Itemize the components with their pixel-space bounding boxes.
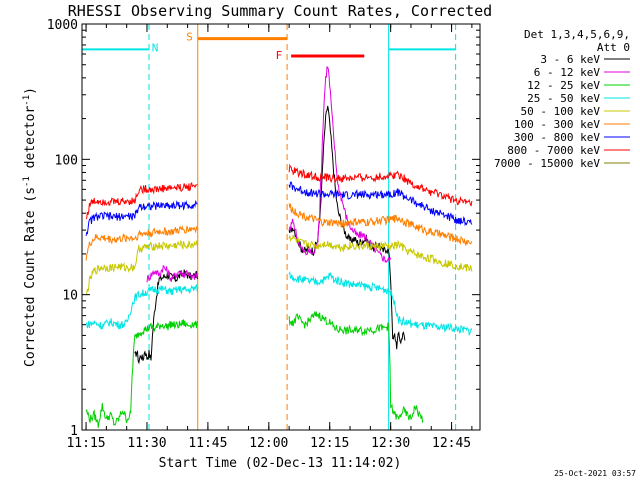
- legend-entry-label: 7000 - 15000 keV: [494, 157, 600, 170]
- series-line-6to12keV: [146, 65, 392, 283]
- x-tick-label: 11:45: [188, 436, 227, 451]
- legend-entry-label: 25 - 50 keV: [527, 92, 600, 105]
- series-line-300to800keV: [85, 181, 473, 236]
- legend-entry-label: 100 - 300 keV: [514, 118, 600, 131]
- legend-entry-label: 50 - 100 keV: [521, 105, 601, 118]
- plot-area: N S F: [82, 24, 473, 430]
- y-axis-label-sup2: -1: [22, 95, 32, 106]
- y-axis-label-part1: Corrected Count Rate (s: [23, 187, 38, 367]
- y-axis-label-part3: ): [23, 87, 38, 95]
- y-tick-label: 1: [70, 424, 78, 439]
- series-line-100to300keV: [85, 203, 473, 261]
- annotation-flare-label: F: [276, 49, 283, 62]
- y-axis-ticks: 1 10 100 1000: [47, 18, 480, 439]
- series-line-25to50keV: [85, 270, 473, 337]
- annotation-saa-label: S: [186, 31, 193, 44]
- plot-frame: [81, 23, 481, 431]
- y-tick-label: 1000: [47, 18, 78, 33]
- x-tick-label: 12:30: [371, 436, 410, 451]
- legend-entry-label: 800 - 7000 keV: [507, 144, 600, 157]
- y-axis-label: Corrected Count Rate (s-1 detector-1): [22, 87, 38, 367]
- x-axis-label: Start Time (02-Dec-13 11:14:02): [159, 456, 402, 471]
- timestamp: 25-Oct-2021 03:57: [554, 469, 636, 478]
- legend-header-line1: Det 1,3,4,5,6,9,: [524, 28, 630, 41]
- legend-header-line2: Att 0: [597, 41, 630, 54]
- x-tick-label: 12:00: [249, 436, 288, 451]
- y-axis-label-sup1: -1: [22, 176, 32, 187]
- x-axis-ticks: 11:15 11:30 11:45 12:00 12:15 12:30 12:45: [66, 24, 473, 451]
- series-line-12to25keV: [85, 310, 424, 428]
- legend-entry-label: 12 - 25 keV: [527, 79, 600, 92]
- x-tick-label: 12:45: [432, 436, 471, 451]
- x-tick-label: 11:15: [66, 436, 105, 451]
- legend-entry-label: 3 - 6 keV: [540, 53, 600, 66]
- series-line-50to100keV: [85, 234, 473, 296]
- series-line-800to7000keV: [85, 163, 473, 220]
- annotation-night-label: N: [152, 41, 159, 54]
- y-axis-label-part2: detector: [23, 106, 38, 177]
- chart-title: RHESSI Observing Summary Count Rates, Co…: [68, 2, 492, 20]
- y-tick-label: 10: [62, 289, 78, 304]
- x-tick-label: 11:30: [127, 436, 166, 451]
- x-tick-label: 12:15: [310, 436, 349, 451]
- y-tick-label: 100: [55, 153, 78, 168]
- legend-entry-label: 300 - 800 keV: [514, 131, 600, 144]
- legend-entry-label: 6 - 12 keV: [534, 66, 601, 79]
